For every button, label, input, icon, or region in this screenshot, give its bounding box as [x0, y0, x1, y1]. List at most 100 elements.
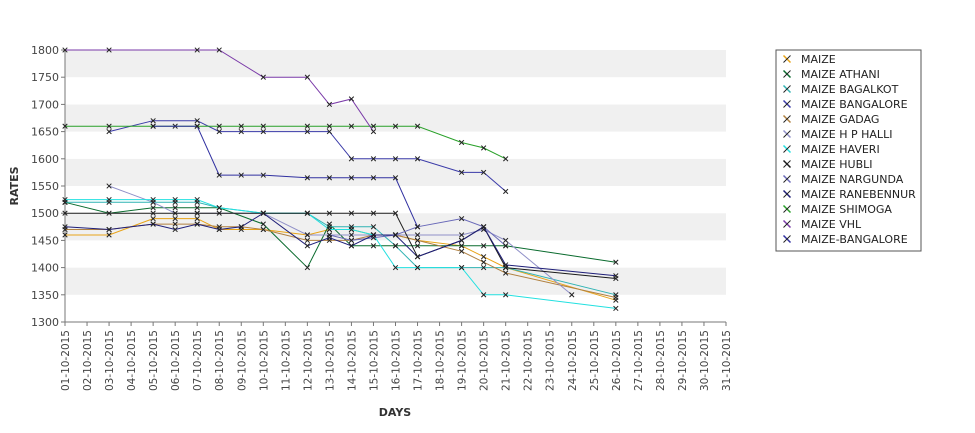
- x-tick-label: 18-10-2015: [435, 330, 447, 391]
- point-marker-stroke: [414, 254, 421, 260]
- point-marker-stroke: [503, 262, 509, 268]
- grid-bands: [65, 50, 726, 322]
- y-tick-label: 1800: [31, 44, 59, 57]
- x-tick-label: 25-10-2015: [589, 330, 601, 391]
- data-point: [304, 175, 311, 181]
- x-tick-label: 08-10-2015: [214, 330, 226, 391]
- data-point: [304, 128, 311, 135]
- data-point: [194, 196, 200, 203]
- data-point: [348, 232, 355, 238]
- data-point: [106, 128, 112, 135]
- data-point: [260, 226, 266, 233]
- point-marker-stroke: [613, 259, 619, 265]
- point-marker-stroke: [304, 128, 311, 135]
- point-marker-stroke: [106, 232, 112, 238]
- data-point: [392, 123, 399, 129]
- y-tick-label: 1600: [31, 153, 59, 166]
- series-line: [64, 212, 616, 277]
- data-point: [172, 226, 178, 233]
- data-point: [216, 128, 222, 135]
- data-point: [348, 243, 355, 249]
- data-point: [260, 221, 266, 227]
- series-line: [65, 218, 616, 301]
- grid-band: [65, 158, 726, 186]
- data-point: [260, 172, 266, 178]
- legend-marker-stroke: [783, 115, 791, 123]
- data-point: [304, 264, 311, 271]
- legend-item: MAIZE RANEBENNUR: [782, 188, 916, 201]
- point-marker-stroke: [216, 172, 222, 178]
- data-point: [106, 196, 112, 203]
- point-marker-stroke: [480, 259, 487, 265]
- data-point: [326, 210, 333, 216]
- data-point: [326, 101, 333, 108]
- point-marker-stroke: [260, 128, 266, 135]
- point-marker-stroke: [326, 128, 333, 135]
- point-marker-stroke: [106, 183, 112, 189]
- legend-label: MAIZE HAVERI: [801, 143, 880, 156]
- data-point: [370, 210, 377, 216]
- point-marker-stroke: [216, 226, 222, 233]
- point-marker-stroke: [370, 224, 377, 230]
- point-marker-stroke: [172, 215, 178, 222]
- data-point: [348, 210, 355, 216]
- data-point: [392, 156, 399, 162]
- x-tick-label: 04-10-2015: [126, 330, 138, 391]
- data-point: [480, 224, 487, 230]
- data-point: [106, 123, 112, 129]
- x-tick-label: 28-10-2015: [655, 330, 667, 391]
- data-point: [150, 205, 156, 211]
- x-tick-label: 05-10-2015: [148, 330, 160, 391]
- point-marker-stroke: [172, 221, 178, 227]
- data-point: [62, 210, 68, 216]
- data-point: [304, 123, 311, 129]
- point-marker-stroke: [348, 237, 355, 244]
- grid-band: [65, 213, 726, 241]
- data-point: [458, 169, 465, 176]
- data-point: [194, 221, 200, 227]
- data-point: [392, 243, 399, 249]
- data-point: [348, 237, 355, 244]
- x-axis-label: DAYS: [379, 406, 412, 419]
- point-marker-stroke: [370, 243, 377, 249]
- data-point: [503, 243, 509, 249]
- point-marker-stroke: [260, 123, 266, 129]
- y-tick-label: 1750: [31, 71, 59, 84]
- point-marker-stroke: [458, 243, 465, 249]
- legend-item: MAIZE H P HALLI: [782, 128, 892, 141]
- legend-label: MAIZE BANGALORE: [801, 98, 908, 111]
- point-marker-stroke: [62, 232, 68, 238]
- point-marker-stroke: [414, 156, 421, 162]
- data-point: [150, 123, 156, 129]
- legend-marker-stroke: [783, 175, 791, 183]
- point-marker-stroke: [326, 226, 333, 233]
- legend-marker-stroke: [783, 160, 791, 168]
- data-point: [260, 128, 266, 135]
- point-marker-stroke: [348, 123, 355, 129]
- point-marker-stroke: [150, 118, 156, 124]
- data-point: [392, 210, 399, 216]
- data-point: [326, 128, 333, 135]
- data-point: [503, 156, 509, 162]
- data-point: [414, 237, 421, 244]
- legend-item: MAIZE SHIMOGA: [782, 203, 892, 216]
- legend-item: MAIZE ATHANI: [782, 68, 880, 81]
- point-marker-stroke: [370, 128, 377, 135]
- y-tick-label: 1350: [31, 289, 59, 302]
- data-point: [370, 156, 377, 162]
- x-tick-label: 31-10-2015: [721, 330, 733, 391]
- legend-label: MAIZE RANEBENNUR: [801, 188, 916, 201]
- legend-marker-stroke: [783, 235, 791, 243]
- point-marker-stroke: [304, 232, 311, 238]
- data-point: [370, 128, 377, 135]
- point-marker-stroke: [392, 123, 399, 129]
- data-point: [194, 118, 200, 124]
- point-marker-stroke: [194, 205, 200, 211]
- legend-label: MAIZE BAGALKOT: [801, 83, 899, 96]
- point-marker-stroke: [370, 175, 377, 181]
- data-point: [414, 264, 421, 271]
- point-marker-stroke: [106, 226, 112, 233]
- point-marker-stroke: [414, 264, 421, 271]
- data-point: [238, 172, 244, 178]
- y-tick-label: 1450: [31, 234, 59, 247]
